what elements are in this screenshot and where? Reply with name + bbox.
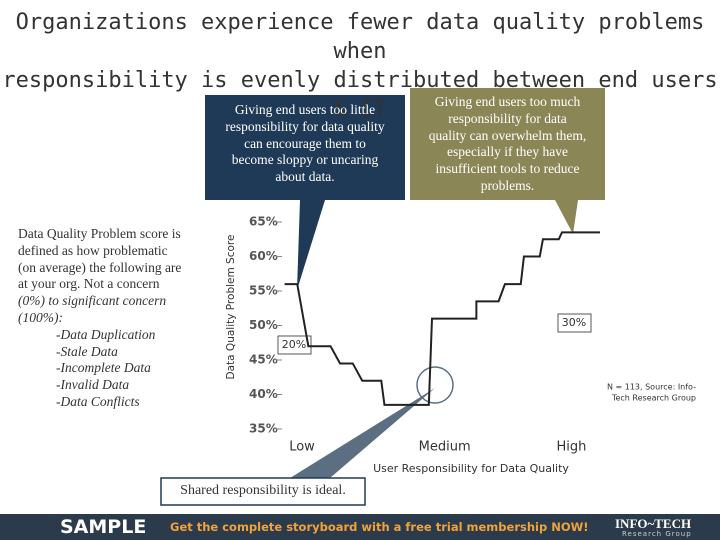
footer-sample: SAMPLE	[60, 516, 147, 538]
note-line: defined as how problematic	[18, 242, 168, 258]
callout-line: can encourage them to	[244, 135, 366, 151]
callout-little: Giving end users too little responsibili…	[205, 102, 405, 186]
callout-line: quality can overwhelm them,	[428, 127, 587, 143]
y-tick-label: 45%	[249, 353, 278, 367]
footer: SAMPLE Get the complete storyboard with …	[0, 514, 720, 540]
callout-line: Giving end users too much	[434, 94, 581, 109]
y-tick-label: 55%	[249, 284, 278, 298]
line	[284, 231, 600, 406]
y-tick-label: 35%	[249, 422, 278, 436]
y-tick-label: 50%	[249, 318, 278, 332]
left-note: Data Quality Problem score is defined as…	[18, 226, 208, 411]
callout-line: Giving end users too little	[234, 102, 376, 117]
callout-line: become sloppy or uncaring	[231, 152, 379, 168]
source: Tech Research Group	[611, 394, 696, 403]
x-tick-label: High	[557, 440, 587, 455]
y-tick-label: 65%	[249, 215, 278, 229]
callout-line: responsibility for data quality	[225, 118, 385, 134]
callout-much: Giving end users too much responsibility…	[410, 94, 605, 195]
y-tick-label: 40%	[249, 387, 278, 401]
callout-ideal-pointer	[290, 388, 435, 478]
annotation-box	[277, 335, 312, 355]
note-line: Data Quality Problem score is	[18, 226, 181, 241]
callout-little-bg	[205, 95, 405, 290]
callout-line: about data.	[275, 169, 335, 185]
note-line: (on average) the following are	[18, 259, 182, 275]
note-line: at your org. Not a concern	[18, 276, 160, 292]
callout-line: insufficient tools to reduce	[435, 161, 580, 177]
callout-line: responsibility for data	[448, 110, 567, 126]
annotation-box	[557, 313, 592, 333]
callout-ideal-bg	[160, 477, 366, 506]
callout-ideal: Shared responsibility is ideal.	[180, 483, 346, 498]
annotation: 20%	[282, 338, 306, 351]
note-line: -Data Conflicts	[56, 393, 140, 409]
note-line: -Invalid Data	[56, 377, 130, 393]
annotation: 30%	[562, 316, 586, 329]
note-line: (100%):	[18, 309, 63, 325]
note-line: (0%) to significant concern	[18, 293, 167, 309]
callout-line: problems.	[480, 177, 535, 193]
y-tick-label: 60%	[249, 249, 278, 263]
footer-cta: Get the complete storyboard with a free …	[170, 520, 589, 534]
title-line: Organizations experience fewer data qual…	[15, 10, 705, 64]
x-tick-label: Medium	[419, 440, 471, 455]
highlight-circle	[416, 366, 454, 404]
callout-line: especially if they have	[446, 144, 569, 160]
note-line: -Stale Data	[56, 343, 118, 359]
footer-logo: INFO~TECH	[615, 516, 692, 531]
title: Organizations experience fewer data qual…	[0, 8, 720, 124]
note-line: -Incomplete Data	[56, 360, 151, 376]
y-axis-label: Data Quality Problem Score	[225, 235, 237, 380]
source: N = 113, Source: Info-	[607, 383, 696, 392]
callout-much-bg	[410, 88, 605, 234]
title-line: responsibility is evenly distributed bet…	[2, 68, 718, 122]
x-axis-label: User Responsibility for Data Quality	[373, 462, 569, 475]
x-tick-label: Low	[289, 440, 315, 455]
footer-logo-sub: Research Group	[622, 530, 692, 538]
note-line: -Data Duplication	[56, 326, 156, 342]
